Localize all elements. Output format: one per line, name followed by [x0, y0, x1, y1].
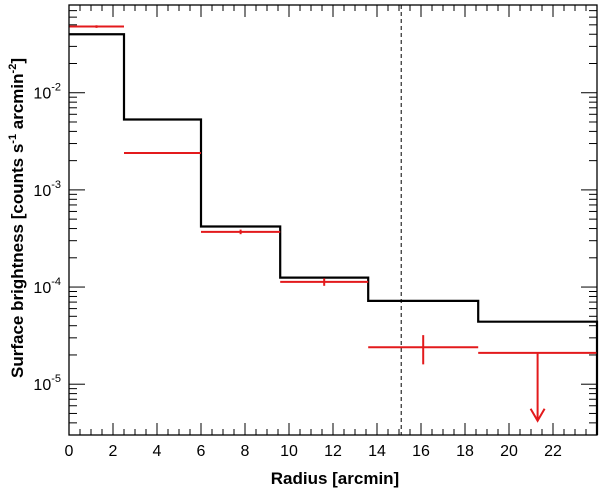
plot-layer [69, 5, 599, 435]
x-tick-label: 12 [324, 443, 342, 460]
x-tick-label: 4 [153, 443, 162, 460]
model-step-line [69, 33, 599, 435]
y-tick-label-base: 10 [33, 183, 51, 200]
y-axis-title-main: Surface brightness [counts s [8, 144, 27, 378]
y-tick-label-base: 10 [33, 280, 51, 297]
data-point [201, 229, 281, 235]
x-tick-label: 10 [280, 443, 298, 460]
ticks-layer [68, 4, 598, 436]
data-point [124, 151, 201, 154]
y-axis-title: Surface brightness [counts s-1 arcmin-2] [7, 58, 27, 378]
y-axis-title-exp2: -2 [7, 64, 19, 74]
x-tick-label: 14 [368, 443, 386, 460]
x-tick-label: 18 [456, 443, 474, 460]
data-point [280, 278, 369, 286]
y-tick-label-base: 10 [33, 86, 51, 103]
x-axis-title: Radius [arcmin] [271, 469, 399, 488]
upper-limit-arrow-head [529, 408, 546, 423]
upper-limit-point [478, 351, 597, 423]
x-tick-label: 16 [412, 443, 430, 460]
x-tick-label: 8 [241, 443, 250, 460]
y-tick-label-exp: -2 [51, 82, 61, 94]
x-tick-label: 2 [109, 443, 118, 460]
y-tick-label-exp: -4 [51, 276, 61, 288]
data-point [69, 25, 124, 28]
y-tick-label-exp: -3 [51, 179, 61, 191]
x-tick-label: 6 [197, 443, 206, 460]
y-tick-label: 10-2 [33, 82, 61, 103]
data-point [368, 335, 479, 365]
y-tick-label: 10-4 [33, 276, 61, 297]
y-tick-label: 10-3 [33, 179, 61, 200]
x-tick-label: 0 [65, 443, 74, 460]
y-tick-label-exp: -5 [51, 373, 61, 385]
x-tick-label: 20 [500, 443, 518, 460]
plot-frame [68, 4, 598, 436]
y-tick-label-base: 10 [33, 377, 51, 394]
y-tick-label: 10-5 [33, 373, 61, 394]
y-axis-title-end: ] [8, 58, 27, 64]
y-axis-title-exp1: -1 [7, 134, 19, 144]
x-tick-label: 22 [544, 443, 562, 460]
y-axis-title-mid: arcmin [8, 73, 27, 133]
